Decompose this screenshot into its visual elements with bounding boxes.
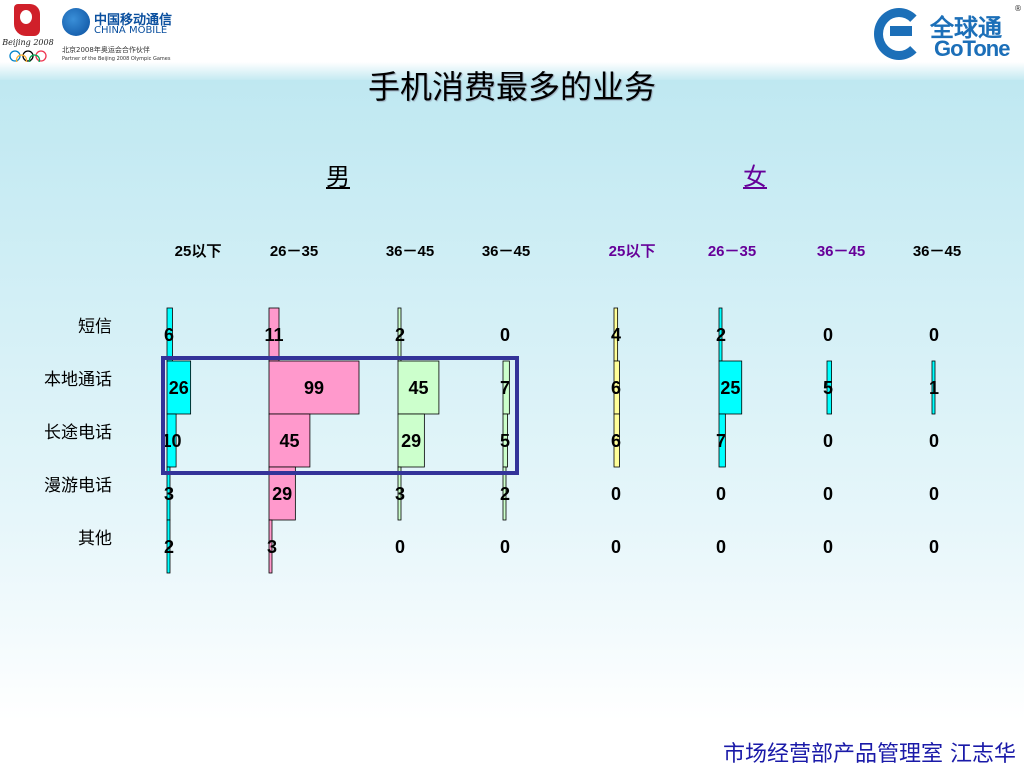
column-header: 26－35: [707, 243, 757, 260]
data-label: 5: [823, 378, 833, 398]
data-label: 25: [720, 378, 740, 398]
china-mobile-cn: 中国移动通信: [94, 13, 173, 28]
data-label: 26: [169, 378, 189, 398]
highlight-box: [161, 356, 519, 475]
column-header: 26－35: [269, 243, 319, 260]
data-label: 2: [164, 537, 174, 557]
data-label: 0: [716, 537, 726, 557]
data-label: 0: [823, 431, 833, 451]
chart-bar: [826, 360, 832, 415]
data-label: 0: [823, 537, 833, 557]
data-label: 0: [929, 325, 939, 345]
row-label: 漫游电话: [44, 476, 112, 496]
olympic-partner-text: 北京2008年奥运会合作伙伴 Partner of the Beijing 20…: [62, 46, 170, 64]
row-label: 短信: [78, 317, 112, 337]
partner-cn: 北京2008年奥运会合作伙伴: [62, 46, 150, 54]
olympic-year-text: Beijing 2008: [2, 38, 54, 47]
header-bar: Beijing 2008 中国移动通信 CHINA MOBILE 北京2008年…: [0, 0, 1024, 68]
gotone-swirl-detail: [890, 26, 912, 36]
data-label: 0: [716, 484, 726, 504]
china-mobile-logo: 中国移动通信 CHINA MOBILE 北京2008年奥运会合作伙伴 Partn…: [62, 8, 182, 68]
data-label: 3: [164, 484, 174, 504]
beijing-2008-logo: Beijing 2008: [2, 2, 54, 66]
footer-credit: 市场经营部产品管理室 江志华: [723, 742, 1016, 767]
data-label: 45: [408, 378, 428, 398]
data-label: 0: [611, 537, 621, 557]
data-label: 2: [395, 325, 405, 345]
column-header: 36－45: [912, 243, 962, 260]
header-gradient-band: [0, 62, 1024, 80]
olympic-emblem-detail: [20, 10, 32, 24]
chart-bar: [613, 413, 620, 468]
chart-bar: [268, 413, 311, 468]
data-label: 45: [279, 431, 299, 451]
chart-bar: [397, 413, 425, 468]
chart-bar: [268, 519, 273, 574]
gotone-swirl-icon: [874, 8, 924, 60]
row-label: 其他: [78, 529, 112, 549]
data-label: 6: [611, 431, 621, 451]
column-header: 36－45: [385, 243, 435, 260]
column-header: 36－45: [816, 243, 866, 260]
data-label: 11: [264, 325, 283, 345]
data-label: 29: [272, 484, 292, 504]
data-label: 1: [929, 378, 939, 398]
chart-bar: [502, 466, 507, 521]
row-label: 本地通话: [44, 370, 112, 390]
data-label: 0: [929, 431, 939, 451]
group-label-female: 女: [743, 163, 767, 191]
data-label: 0: [500, 325, 510, 345]
chart-bar: [166, 360, 192, 415]
column-header: 25以下: [608, 243, 656, 260]
gotone-cn: 全球通: [930, 14, 1002, 42]
data-label: 0: [823, 325, 833, 345]
registered-mark: ®: [1014, 4, 1022, 13]
chart-bar: [718, 413, 726, 468]
data-label: 4: [611, 325, 621, 345]
gotone-en: GoTone: [934, 36, 1010, 61]
gotone-logo: 全球通 GoTone ®: [872, 4, 1022, 62]
data-label: 5: [500, 431, 510, 451]
chart-bar: [268, 466, 296, 521]
slide-title: 手机消费最多的业务: [367, 68, 656, 106]
chart-bar: [397, 360, 440, 415]
row-label: 长途电话: [44, 423, 112, 443]
data-label: 3: [395, 484, 405, 504]
data-label: 0: [611, 484, 621, 504]
chart-bar: [931, 360, 936, 415]
data-label: 10: [162, 431, 182, 451]
data-label: 6: [611, 378, 621, 398]
chart-bar: [268, 360, 360, 415]
china-mobile-en: CHINA MOBILE: [94, 25, 168, 36]
data-label: 0: [500, 537, 510, 557]
data-label: 2: [500, 484, 510, 504]
data-label: 6: [164, 325, 174, 345]
data-label: 99: [304, 378, 324, 398]
data-label: 0: [929, 537, 939, 557]
data-label: 2: [716, 325, 726, 345]
data-label: 3: [267, 537, 277, 557]
data-label: 0: [823, 484, 833, 504]
group-label-male: 男: [326, 163, 350, 191]
column-header: 36－45: [481, 243, 531, 260]
partner-en: Partner of the Beijing 2008 Olympic Game…: [62, 56, 171, 62]
column-header: 25以下: [174, 243, 222, 260]
chart-bar: [718, 360, 743, 415]
data-label: 7: [716, 431, 726, 451]
chart-bar: [397, 466, 402, 521]
china-mobile-icon: [62, 8, 90, 36]
chart-bar: [166, 413, 177, 468]
chart-bar: [166, 519, 171, 574]
data-label: 0: [395, 537, 405, 557]
data-label: 7: [500, 378, 510, 398]
data-label: 0: [929, 484, 939, 504]
data-label: 29: [401, 431, 421, 451]
